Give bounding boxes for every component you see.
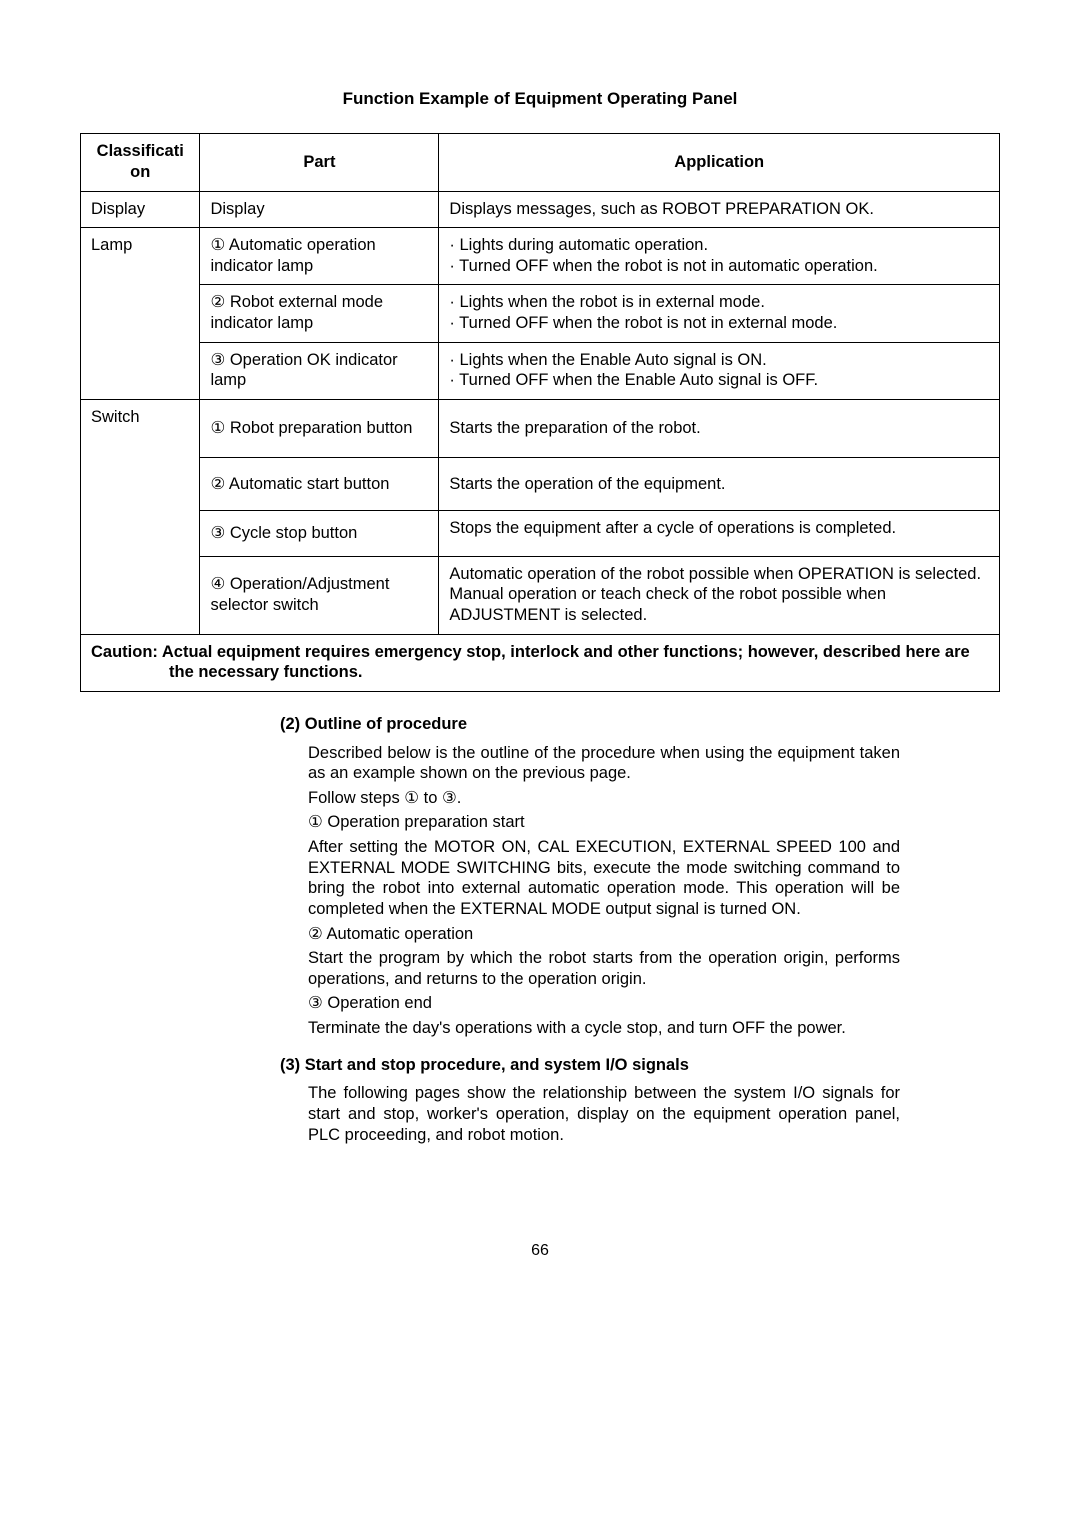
cell-classification: Switch	[81, 399, 200, 634]
cell-part: ① Automatic operation indicator lamp	[200, 228, 439, 285]
cell-part: Display	[200, 191, 439, 228]
function-table: Classificati on Part Application Display…	[80, 133, 1000, 692]
table-row: Display Display Displays messages, such …	[81, 191, 1000, 228]
table-title: Function Example of Equipment Operating …	[80, 88, 1000, 109]
table-row: ③ Cycle stop button Stops the equipment …	[81, 511, 1000, 557]
bullet-line: · Lights during automatic operation.	[449, 235, 989, 256]
bullet-line: · Lights when the robot is in external m…	[449, 292, 989, 313]
col-header-classification: Classificati on	[81, 134, 200, 191]
cell-application: Starts the preparation of the robot.	[439, 399, 1000, 457]
bullet-line: · Turned OFF when the robot is not in au…	[449, 256, 989, 277]
section-heading: (3) Start and stop procedure, and system…	[280, 1055, 900, 1076]
intro-paragraph: Follow steps ① to ③.	[308, 788, 900, 809]
section-paragraph: The following pages show the relationshi…	[308, 1083, 900, 1145]
intro-paragraph: Described below is the outline of the pr…	[308, 743, 900, 784]
step-body: Start the program by which the robot sta…	[308, 948, 900, 989]
cell-part: ③ Cycle stop button	[200, 511, 439, 557]
section-body: Described below is the outline of the pr…	[308, 743, 900, 1039]
step-heading: ② Automatic operation	[308, 924, 900, 945]
step-body: Terminate the day's operations with a cy…	[308, 1018, 900, 1039]
page-number: 66	[80, 1241, 1000, 1261]
cell-application: Starts the operation of the equipment.	[439, 457, 1000, 511]
cell-application: Displays messages, such as ROBOT PREPARA…	[439, 191, 1000, 228]
cell-part: ② Automatic start button	[200, 457, 439, 511]
step-heading: ③ Operation end	[308, 993, 900, 1014]
cell-application: Stops the equipment after a cycle of ope…	[439, 511, 1000, 557]
cell-application: Automatic operation of the robot possibl…	[439, 556, 1000, 634]
cell-classification: Display	[81, 191, 200, 228]
caution-text: Caution: Actual equipment requires emerg…	[91, 642, 989, 683]
bullet-line: · Turned OFF when the robot is not in ex…	[449, 313, 989, 334]
cell-part: ③ Operation OK indicator lamp	[200, 342, 439, 399]
step-body: After setting the MOTOR ON, CAL EXECUTIO…	[308, 837, 900, 920]
cell-part: ② Robot external mode indicator lamp	[200, 285, 439, 342]
col-header-application: Application	[439, 134, 1000, 191]
cell-part: ① Robot preparation button	[200, 399, 439, 457]
col-header-part: Part	[200, 134, 439, 191]
table-row: ③ Operation OK indicator lamp · Lights w…	[81, 342, 1000, 399]
section-body: The following pages show the relationshi…	[308, 1083, 900, 1145]
table-row: ④ Operation/Adjustment selector switch A…	[81, 556, 1000, 634]
table-header-row: Classificati on Part Application	[81, 134, 1000, 191]
section-heading: (2) Outline of procedure	[280, 714, 900, 735]
cell-part: ④ Operation/Adjustment selector switch	[200, 556, 439, 634]
bullet-line: · Turned OFF when the Enable Auto signal…	[449, 370, 989, 391]
table-row: ② Automatic start button Starts the oper…	[81, 457, 1000, 511]
cell-application: · Lights when the robot is in external m…	[439, 285, 1000, 342]
cell-application: · Lights during automatic operation. · T…	[439, 228, 1000, 285]
table-row: ② Robot external mode indicator lamp · L…	[81, 285, 1000, 342]
table-caution-row: Caution: Actual equipment requires emerg…	[81, 634, 1000, 691]
table-row: Lamp ① Automatic operation indicator lam…	[81, 228, 1000, 285]
cell-application: · Lights when the Enable Auto signal is …	[439, 342, 1000, 399]
step-heading: ① Operation preparation start	[308, 812, 900, 833]
bullet-line: · Lights when the Enable Auto signal is …	[449, 350, 989, 371]
caution-cell: Caution: Actual equipment requires emerg…	[81, 634, 1000, 691]
table-row: Switch ① Robot preparation button Starts…	[81, 399, 1000, 457]
cell-classification: Lamp	[81, 228, 200, 400]
section-outline: (2) Outline of procedure Described below…	[280, 714, 900, 1145]
